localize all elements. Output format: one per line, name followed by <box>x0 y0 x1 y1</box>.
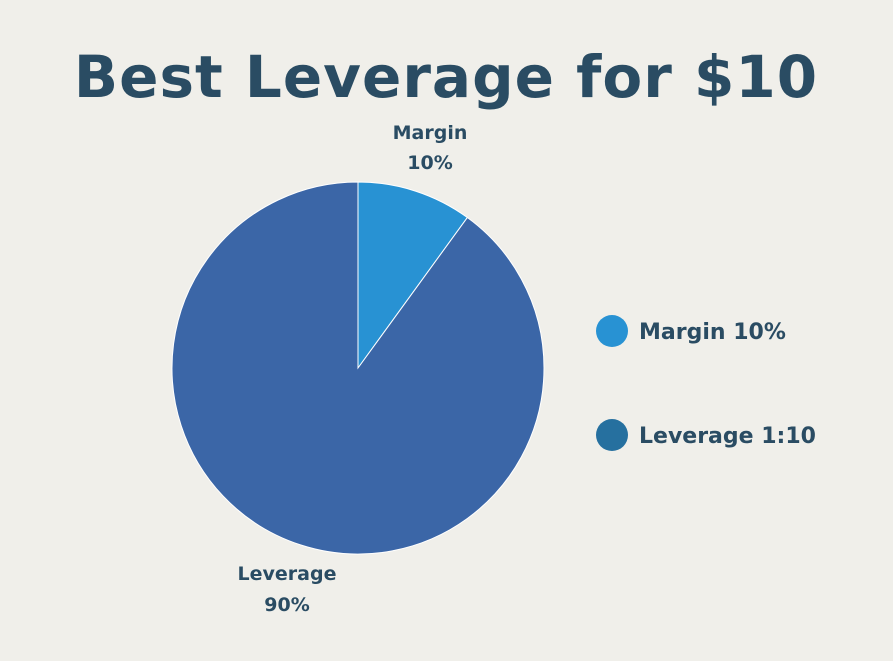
pie-slices <box>171 181 545 555</box>
slice-label-leverage-name: Leverage <box>238 563 337 585</box>
legend-label-leverage: Leverage 1:10 <box>639 424 816 449</box>
legend-marker-margin <box>596 315 628 347</box>
legend: Margin 10% Leverage 1:10 <box>596 315 816 451</box>
pie-slice-leverage <box>171 181 545 555</box>
legend-label-margin: Margin 10% <box>639 320 786 345</box>
legend-marker-leverage <box>596 419 628 451</box>
slice-label-margin-value: 10% <box>407 152 452 174</box>
slice-label-leverage-value: 90% <box>264 594 309 616</box>
slice-label-margin-name: Margin <box>393 122 468 144</box>
pie-slice-margin <box>357 181 469 370</box>
chart-title: Best Leverage for $10 <box>74 43 818 111</box>
